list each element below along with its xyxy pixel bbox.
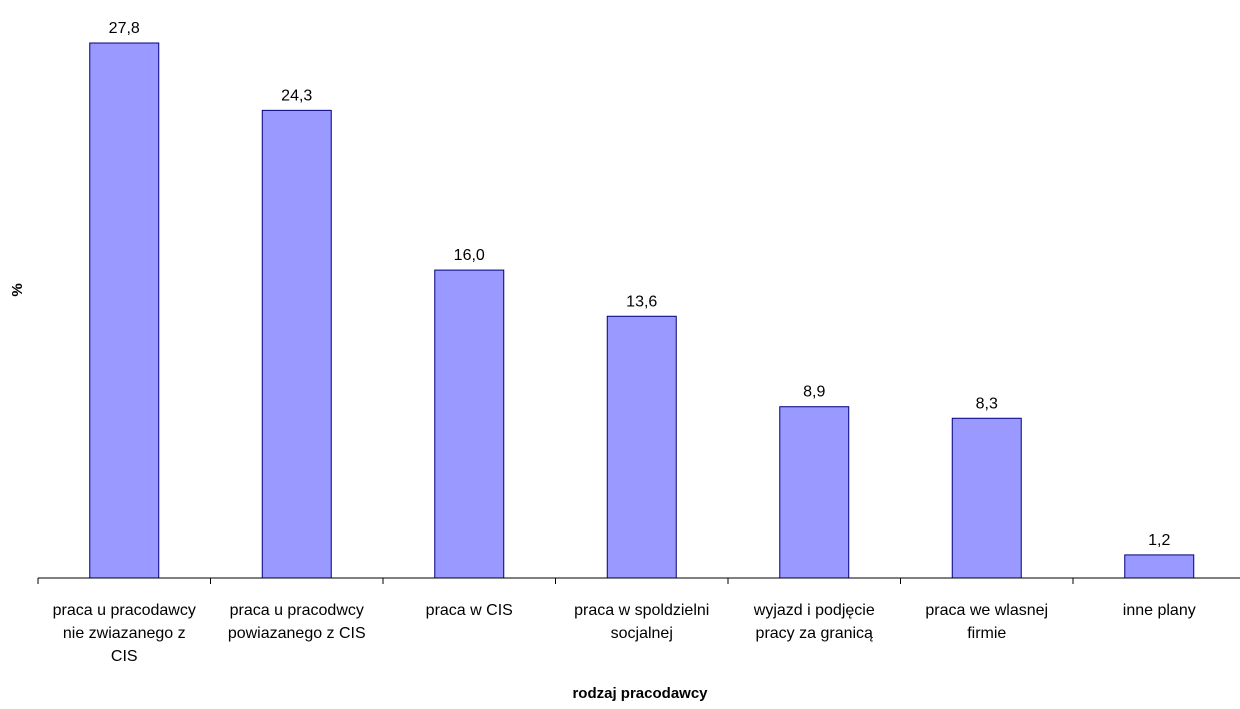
bar xyxy=(951,417,1022,579)
bar xyxy=(89,42,160,579)
category-label: praca we wlasnej firmie xyxy=(925,602,1048,642)
category-label: praca u pracodwcy powiazanego z CIS xyxy=(228,602,366,642)
bar xyxy=(434,269,505,579)
bars xyxy=(89,42,1195,579)
category-label: wyjazd i podjęcie pracy za granicą xyxy=(753,602,875,642)
bar xyxy=(261,109,332,579)
bar xyxy=(779,406,850,579)
category-label: praca w spoldzielni socjalnej xyxy=(574,602,709,642)
bar xyxy=(606,315,677,579)
bar-value-label: 8,9 xyxy=(803,384,825,401)
bar-value-label: 16,0 xyxy=(454,247,485,264)
bar-value-label: 13,6 xyxy=(626,293,657,310)
bar-value-label: 1,2 xyxy=(1148,532,1170,549)
bar-value-label: 24,3 xyxy=(281,87,312,104)
category-label: inne plany xyxy=(1123,602,1196,619)
category-label: praca u pracodawcy nie zwiazanego z CIS xyxy=(53,602,196,665)
x-axis-ticks xyxy=(37,578,1074,584)
bar-value-label: 8,3 xyxy=(976,395,998,412)
bar-value-label: 27,8 xyxy=(109,20,140,37)
category-label: praca w CIS xyxy=(426,602,513,619)
category-labels: praca u pracodawcy nie zwiazanego z CIS pra… xyxy=(53,602,1196,665)
x-axis-title: rodzaj pracodawcy xyxy=(572,685,708,702)
value-labels: 27,8 24,3 16,0 13,6 8,9 8,3 1,2 xyxy=(109,20,1171,549)
bar xyxy=(1124,554,1195,579)
y-axis-title: % xyxy=(9,283,26,296)
